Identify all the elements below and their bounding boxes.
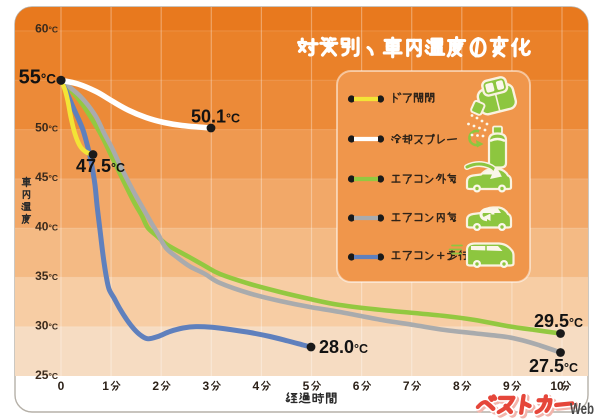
svg-text:25°C: 25°C [35,368,58,382]
svg-text:2: 2 [152,379,159,393]
svg-text:47.5°C: 47.5°C [76,156,125,176]
svg-text:35°C: 35°C [35,269,58,283]
svg-text:55°C: 55°C [19,67,57,89]
svg-text:60°C: 60°C [35,22,58,36]
svg-text:Web: Web [570,401,594,418]
svg-text:9: 9 [503,379,510,393]
svg-text:8: 8 [453,379,460,393]
svg-text:27.5°C: 27.5°C [529,356,578,376]
svg-text:50°C: 50°C [35,121,58,135]
svg-text:45°C: 45°C [35,170,58,184]
svg-text:10: 10 [550,379,564,393]
svg-text:7: 7 [403,379,410,393]
svg-text:5: 5 [303,379,310,393]
svg-text:4: 4 [253,379,260,393]
svg-text:6: 6 [353,379,360,393]
svg-text:0: 0 [58,379,65,393]
svg-text:3: 3 [202,379,209,393]
svg-text:28.0°C: 28.0°C [319,337,368,357]
svg-text:1: 1 [102,379,109,393]
svg-text:30°C: 30°C [35,319,58,333]
svg-text:29.5°C: 29.5°C [534,311,583,331]
svg-text:40°C: 40°C [35,220,58,234]
svg-text:50.1°C: 50.1°C [191,107,240,127]
